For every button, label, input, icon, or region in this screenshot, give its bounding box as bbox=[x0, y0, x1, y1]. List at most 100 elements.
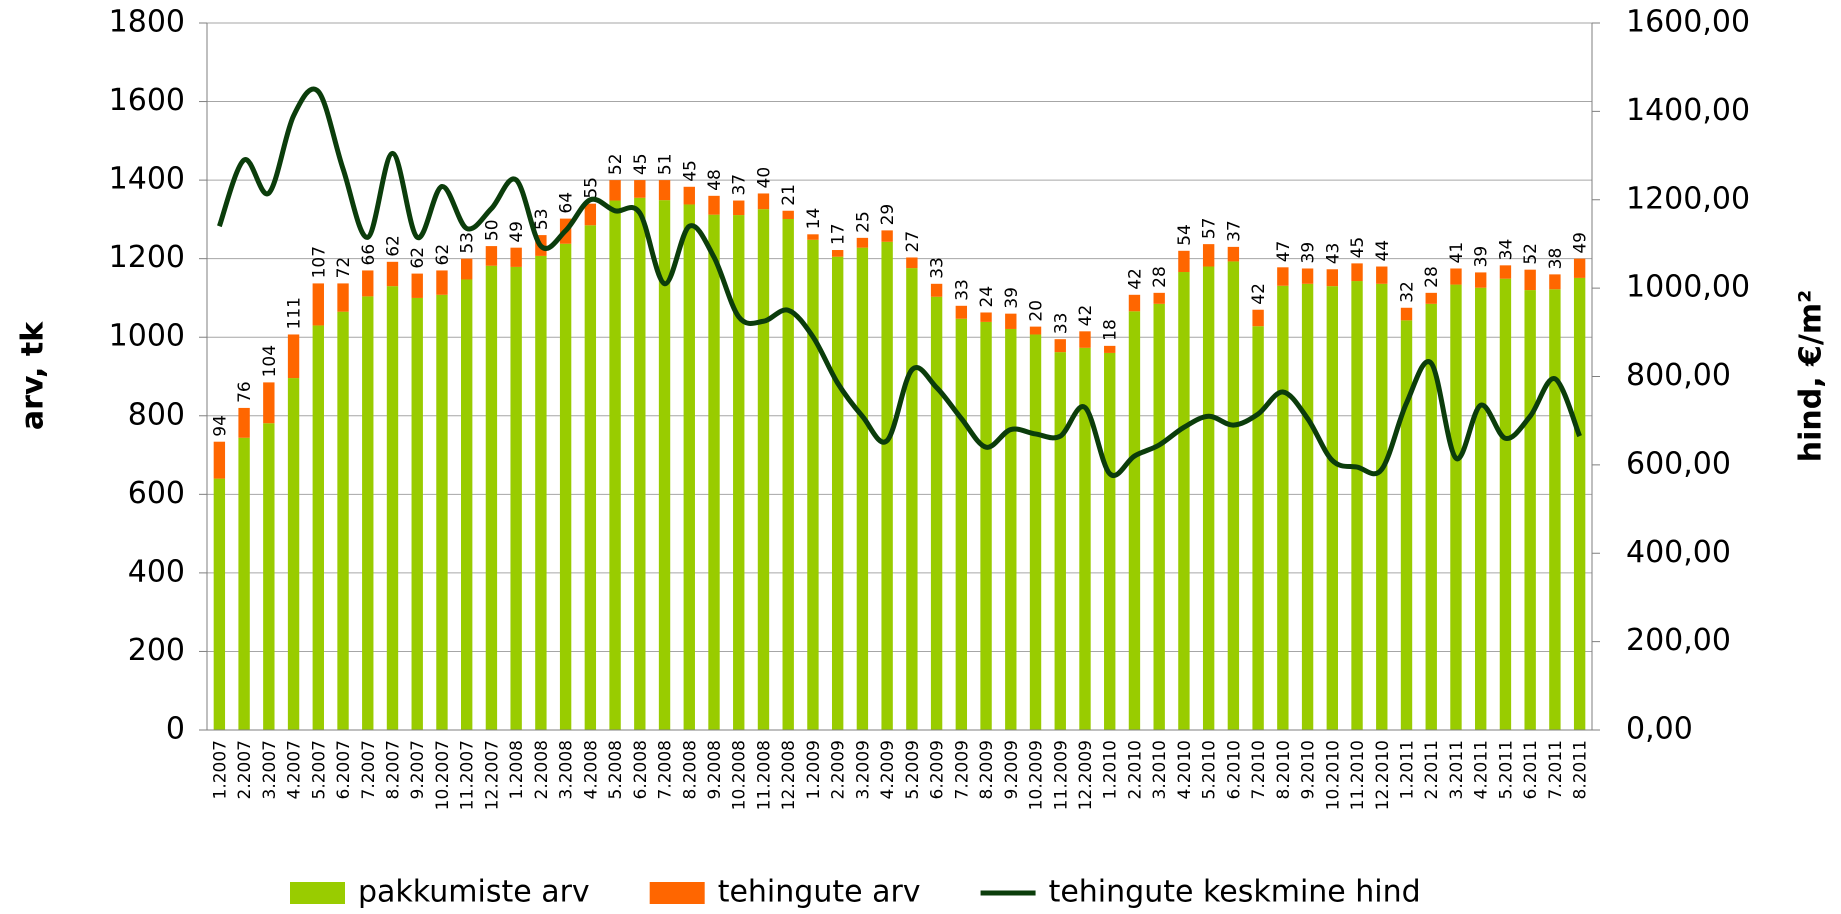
bar-segment bbox=[1400, 320, 1413, 730]
data-label: 72 bbox=[334, 257, 354, 279]
legend-label: tehingute arv bbox=[718, 875, 921, 910]
data-label: 62 bbox=[383, 235, 403, 257]
bar-segment bbox=[1277, 267, 1289, 286]
bar-segment bbox=[708, 214, 720, 731]
data-label: 76 bbox=[235, 381, 255, 403]
data-label: 33 bbox=[1051, 313, 1071, 335]
bar-segment bbox=[1153, 303, 1165, 730]
bar-segment bbox=[1351, 263, 1363, 282]
bar-segment bbox=[831, 250, 844, 257]
x-tick-label: 12.2007 bbox=[482, 740, 502, 810]
bar-segment bbox=[733, 200, 745, 216]
x-tick-label: 9.2010 bbox=[1299, 740, 1319, 799]
data-label: 39 bbox=[1299, 242, 1319, 264]
data-label: 53 bbox=[532, 208, 552, 230]
x-tick-label: 2.2010 bbox=[1125, 740, 1145, 799]
x-tick-label: 7.2010 bbox=[1249, 740, 1269, 799]
bar-segment bbox=[460, 258, 473, 280]
bar-segment bbox=[782, 210, 794, 219]
x-tick-label: 4.2007 bbox=[285, 740, 305, 799]
x-tick-label: 3.2011 bbox=[1447, 740, 1467, 799]
data-label: 18 bbox=[1101, 319, 1121, 341]
bar-segment bbox=[584, 225, 597, 730]
data-label: 33 bbox=[928, 257, 948, 279]
x-tick-label: 4.2010 bbox=[1175, 740, 1195, 799]
data-label: 28 bbox=[1422, 266, 1442, 288]
bar-segment bbox=[213, 478, 226, 730]
bar-segment bbox=[1079, 347, 1091, 730]
data-label: 49 bbox=[507, 221, 527, 243]
data-label: 43 bbox=[1323, 243, 1343, 265]
x-tick-label: 7.2009 bbox=[952, 740, 972, 799]
bar-segment bbox=[535, 255, 547, 730]
y2-tick-label: 1600,00 bbox=[1626, 5, 1750, 40]
bar-segment bbox=[312, 325, 324, 730]
bar-segment bbox=[436, 294, 448, 730]
legend-swatch bbox=[290, 882, 345, 904]
data-label: 34 bbox=[1496, 239, 1516, 261]
bar-segment bbox=[1153, 292, 1165, 304]
data-label: 52 bbox=[606, 153, 626, 175]
x-tick-label: 12.2009 bbox=[1076, 740, 1096, 810]
x-tick-label: 8.2010 bbox=[1274, 740, 1294, 799]
bar-segment bbox=[559, 243, 572, 731]
data-label: 39 bbox=[1002, 287, 1022, 309]
bar-segment bbox=[980, 312, 992, 322]
bar-segment bbox=[930, 283, 943, 297]
data-label: 49 bbox=[1571, 232, 1591, 254]
bar-segment bbox=[287, 378, 300, 730]
x-tick-label: 10.2007 bbox=[433, 740, 453, 810]
x-tick-label: 5.2011 bbox=[1496, 740, 1516, 799]
bar-segment bbox=[485, 246, 498, 266]
x-tick-label: 11.2007 bbox=[458, 740, 478, 810]
x-tick-label: 6.2009 bbox=[928, 740, 948, 799]
y2-tick-label: 800,00 bbox=[1626, 358, 1731, 393]
y-tick-label: 1400 bbox=[109, 162, 185, 197]
bar-segment bbox=[955, 305, 968, 319]
bar-segment bbox=[510, 247, 522, 267]
data-label: 55 bbox=[581, 177, 601, 199]
bar-segment bbox=[708, 195, 720, 215]
bar-segment bbox=[287, 334, 300, 379]
bar-segment bbox=[436, 270, 448, 295]
bar-segment bbox=[1128, 311, 1141, 730]
bar-segment bbox=[881, 230, 893, 242]
bar-segment bbox=[1202, 266, 1215, 730]
data-label: 17 bbox=[829, 223, 849, 245]
x-tick-label: 2.2008 bbox=[532, 740, 552, 799]
legend-label: pakkumiste arv bbox=[358, 875, 590, 910]
x-tick-label: 5.2008 bbox=[606, 740, 626, 799]
data-label: 38 bbox=[1546, 248, 1566, 270]
x-tick-label: 9.2009 bbox=[1002, 740, 1022, 799]
x-tick-label: 4.2008 bbox=[581, 740, 601, 799]
bar-segment bbox=[213, 441, 226, 479]
data-label: 53 bbox=[458, 232, 478, 254]
x-tick-label: 9.2007 bbox=[408, 740, 428, 799]
x-tick-label: 5.2007 bbox=[309, 740, 329, 799]
bar-segment bbox=[485, 265, 498, 730]
bar-segment bbox=[337, 283, 349, 312]
data-label: 45 bbox=[680, 160, 700, 182]
data-label: 52 bbox=[1521, 243, 1541, 265]
bar-segment bbox=[980, 321, 992, 730]
y2-tick-label: 1200,00 bbox=[1626, 181, 1750, 216]
bar-segment bbox=[1301, 283, 1314, 730]
x-tick-label: 1.2010 bbox=[1101, 740, 1121, 799]
bar-segment bbox=[1104, 345, 1116, 353]
bar-segment bbox=[1400, 307, 1413, 321]
bar-segment bbox=[733, 215, 745, 730]
data-label: 42 bbox=[1249, 283, 1269, 305]
bar-segment bbox=[1573, 277, 1586, 730]
data-label: 111 bbox=[285, 297, 305, 329]
data-label: 45 bbox=[631, 153, 651, 175]
x-tick-label: 1.2009 bbox=[804, 740, 824, 799]
x-tick-label: 8.2011 bbox=[1571, 740, 1591, 799]
bar-segment bbox=[1178, 272, 1190, 730]
data-label: 44 bbox=[1373, 240, 1393, 262]
data-label: 33 bbox=[952, 279, 972, 301]
x-tick-label: 10.2008 bbox=[730, 740, 750, 810]
bar-segment bbox=[906, 257, 918, 269]
bar-segment bbox=[955, 318, 968, 730]
x-tick-label: 9.2008 bbox=[705, 740, 725, 799]
